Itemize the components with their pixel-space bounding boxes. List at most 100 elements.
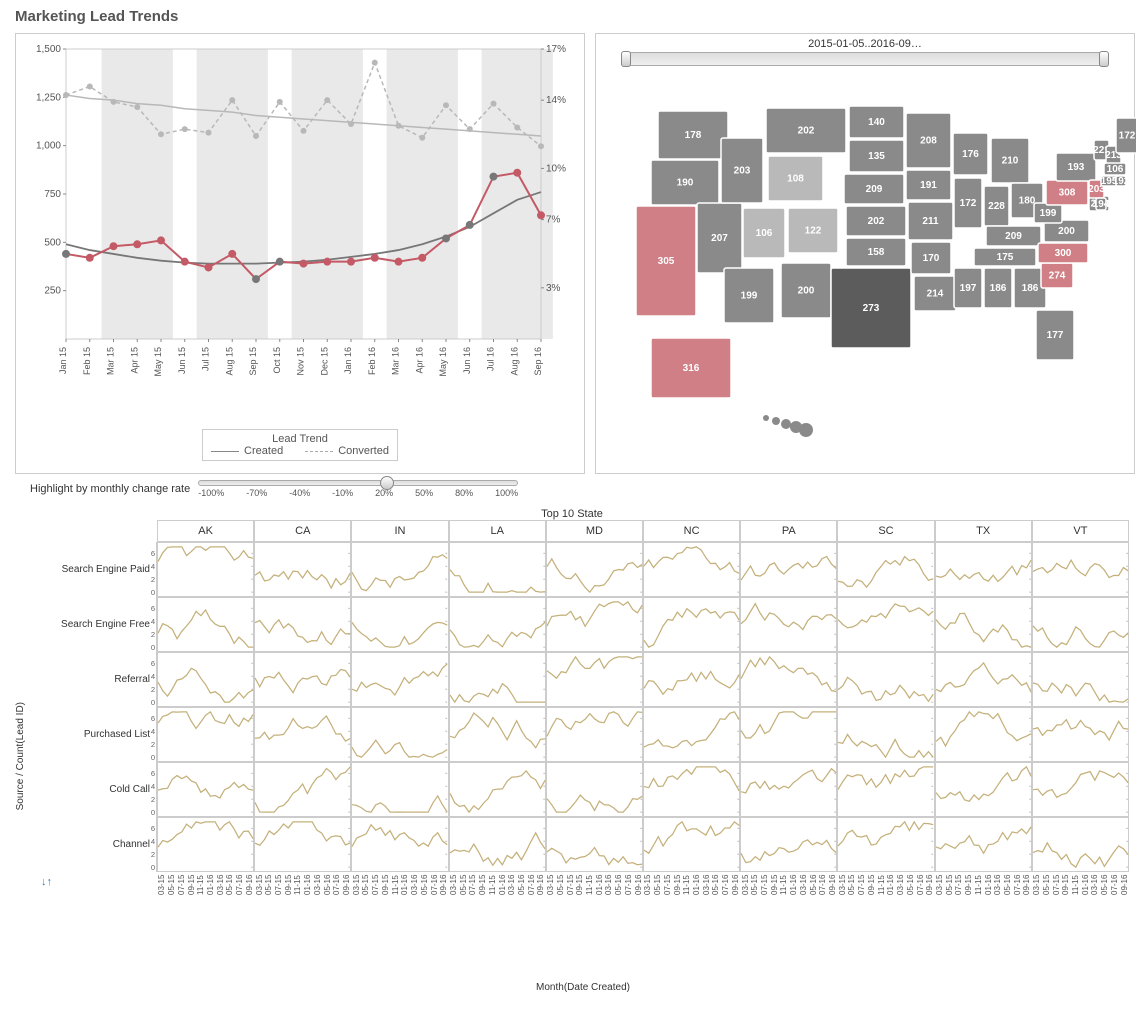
date-slider-thumb-right[interactable]	[1099, 51, 1109, 67]
lead-trend-chart[interactable]: 2505007501,0001,2501,5003%7%10%14%17%Jan…	[21, 39, 581, 419]
sort-icon[interactable]: ↓↑	[37, 872, 157, 927]
sm-cell[interactable]	[1032, 652, 1129, 707]
sm-cell[interactable]: 0246	[157, 707, 254, 762]
sm-cell[interactable]	[837, 707, 934, 762]
sm-cell[interactable]	[449, 542, 546, 597]
svg-text:214: 214	[927, 289, 944, 300]
sm-cell[interactable]	[935, 652, 1032, 707]
sm-cell[interactable]	[643, 707, 740, 762]
sm-cell[interactable]	[935, 542, 1032, 597]
sm-cell[interactable]	[351, 597, 448, 652]
sm-cell[interactable]	[351, 652, 448, 707]
highlight-label: Highlight by monthly change rate	[30, 483, 190, 495]
svg-text:Jan 15: Jan 15	[58, 347, 68, 374]
small-multiples-grid[interactable]: AKCAINLAMDNCPASCTXVTSearch Engine Paid02…	[37, 520, 1129, 927]
svg-text:0: 0	[151, 643, 155, 652]
sm-cell[interactable]	[643, 762, 740, 817]
svg-text:4: 4	[151, 727, 156, 736]
sm-cell[interactable]	[449, 762, 546, 817]
svg-text:199: 199	[741, 291, 758, 302]
sm-cell[interactable]: 0246	[157, 597, 254, 652]
sm-cell[interactable]: 0246	[157, 762, 254, 817]
sm-cell[interactable]	[449, 707, 546, 762]
svg-text:2: 2	[151, 850, 155, 859]
svg-text:Jan 16: Jan 16	[343, 347, 353, 374]
svg-text:Feb 16: Feb 16	[367, 347, 377, 375]
sm-cell[interactable]	[935, 817, 1032, 872]
sm-cell[interactable]	[1032, 762, 1129, 817]
sm-cell[interactable]	[837, 652, 934, 707]
sm-cell[interactable]: 0246	[157, 817, 254, 872]
sm-cell[interactable]: 0246	[157, 542, 254, 597]
sm-cell[interactable]	[449, 597, 546, 652]
sm-cell[interactable]	[351, 762, 448, 817]
sm-cell[interactable]	[546, 817, 643, 872]
sm-cell[interactable]	[740, 542, 837, 597]
sm-row-label: Referral	[37, 652, 157, 707]
svg-text:191: 191	[920, 180, 937, 191]
svg-text:Apr 15: Apr 15	[129, 347, 139, 374]
svg-text:250: 250	[44, 286, 61, 297]
sm-cell[interactable]	[1032, 817, 1129, 872]
sm-cell[interactable]	[254, 597, 351, 652]
sm-cell[interactable]	[546, 597, 643, 652]
svg-text:Dec 15: Dec 15	[319, 347, 329, 376]
sm-cell[interactable]	[740, 597, 837, 652]
svg-text:175: 175	[997, 252, 1014, 263]
sm-cell[interactable]	[643, 817, 740, 872]
svg-text:197: 197	[960, 283, 977, 294]
highlight-slider[interactable]: -100%-70%-40%-10%20%50%80%100%	[198, 480, 518, 498]
sm-cell[interactable]	[449, 652, 546, 707]
svg-text:10%: 10%	[546, 163, 566, 174]
svg-text:106: 106	[756, 228, 773, 239]
sm-cell[interactable]	[351, 542, 448, 597]
sm-cell[interactable]	[1032, 597, 1129, 652]
sm-cell[interactable]	[643, 652, 740, 707]
sm-cell[interactable]	[254, 652, 351, 707]
sm-cell[interactable]	[935, 762, 1032, 817]
sm-cell[interactable]	[546, 542, 643, 597]
svg-text:190: 190	[677, 178, 694, 189]
sm-row-label: Purchased List	[37, 707, 157, 762]
sm-cell[interactable]	[254, 707, 351, 762]
sm-cell[interactable]	[740, 707, 837, 762]
svg-text:May 15: May 15	[153, 347, 163, 377]
sm-cell[interactable]	[351, 707, 448, 762]
sm-cell[interactable]	[643, 597, 740, 652]
sm-col-header: MD	[546, 520, 643, 542]
sm-cell[interactable]	[546, 707, 643, 762]
map-panel: 2015-01-05..2016-09… 1781903052072031061…	[595, 33, 1135, 474]
sm-cell[interactable]	[643, 542, 740, 597]
svg-text:210: 210	[1002, 156, 1019, 167]
sm-x-axis-label: Month(Date Created)	[37, 982, 1129, 993]
sm-cell[interactable]	[740, 817, 837, 872]
us-map-chart[interactable]: 1781903052072031061992021081222001401352…	[596, 68, 1136, 468]
date-range-slider[interactable]	[624, 52, 1106, 66]
sm-cell[interactable]	[740, 762, 837, 817]
sm-cell[interactable]	[546, 652, 643, 707]
date-slider-thumb-left[interactable]	[621, 51, 631, 67]
svg-text:202: 202	[798, 126, 815, 137]
svg-text:300: 300	[1055, 248, 1072, 259]
sm-cell[interactable]	[1032, 542, 1129, 597]
sm-cell[interactable]	[837, 597, 934, 652]
sm-cell[interactable]: 0246	[157, 652, 254, 707]
sm-cell[interactable]	[935, 597, 1032, 652]
sm-cell[interactable]	[1032, 707, 1129, 762]
sm-cell[interactable]	[837, 762, 934, 817]
sm-cell[interactable]	[351, 817, 448, 872]
sm-cell[interactable]	[546, 762, 643, 817]
sm-cell[interactable]	[740, 652, 837, 707]
svg-text:Aug 16: Aug 16	[509, 347, 519, 376]
sm-cell[interactable]	[935, 707, 1032, 762]
sm-cell[interactable]	[449, 817, 546, 872]
highlight-control-row: Highlight by monthly change rate -100%-7…	[0, 474, 1144, 504]
sm-cell[interactable]	[254, 817, 351, 872]
sm-col-header: NC	[643, 520, 740, 542]
sm-cell[interactable]	[837, 542, 934, 597]
svg-text:4: 4	[151, 617, 156, 626]
svg-text:750: 750	[44, 189, 61, 200]
sm-cell[interactable]	[254, 542, 351, 597]
sm-cell[interactable]	[254, 762, 351, 817]
sm-cell[interactable]	[837, 817, 934, 872]
